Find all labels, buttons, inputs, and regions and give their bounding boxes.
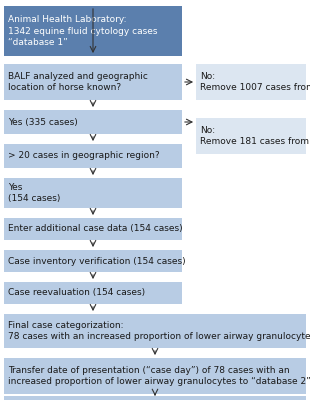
Bar [4,358,306,394]
Bar [4,314,306,348]
Bar [4,178,182,208]
Text: No:
Remove 181 cases from database: No: Remove 181 cases from database [200,126,310,146]
Text: No:
Remove 1007 cases from database: No: Remove 1007 cases from database [200,72,310,92]
Bar [4,6,182,56]
Bar [4,218,182,240]
Text: Case inventory verification (154 cases): Case inventory verification (154 cases) [8,256,186,266]
Bar [4,250,182,272]
Bar [196,118,306,154]
Text: Case reevaluation (154 cases): Case reevaluation (154 cases) [8,288,145,298]
Bar [4,110,182,134]
Text: > 20 cases in geographic region?: > 20 cases in geographic region? [8,152,160,160]
Text: Transfer date of presentation (“case day”) of 78 cases with an
increased proport: Transfer date of presentation (“case day… [8,366,310,386]
Bar [4,396,306,400]
Text: Yes (335 cases): Yes (335 cases) [8,118,78,126]
Text: BALF analyzed and geographic
location of horse known?: BALF analyzed and geographic location of… [8,72,148,92]
Bar [4,64,182,100]
Bar [196,64,306,100]
Text: Yes
(154 cases): Yes (154 cases) [8,183,60,203]
Bar [4,144,182,168]
Text: Enter additional case data (154 cases): Enter additional case data (154 cases) [8,224,183,234]
Text: Final case categorization:
78 cases with an increased proportion of lower airway: Final case categorization: 78 cases with… [8,321,310,341]
Text: Animal Health Laboratory:
1342 equine fluid cytology cases
“database 1”: Animal Health Laboratory: 1342 equine fl… [8,15,157,47]
Bar [4,282,182,304]
